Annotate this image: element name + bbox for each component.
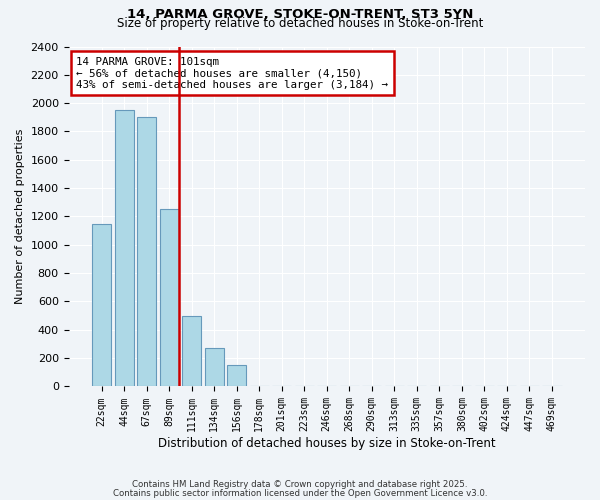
Bar	[182, 316, 201, 386]
Text: Size of property relative to detached houses in Stoke-on-Trent: Size of property relative to detached ho…	[117, 18, 483, 30]
Bar	[227, 365, 246, 386]
Text: Contains public sector information licensed under the Open Government Licence v3: Contains public sector information licen…	[113, 488, 487, 498]
Bar	[205, 348, 224, 387]
Y-axis label: Number of detached properties: Number of detached properties	[15, 129, 25, 304]
Text: Contains HM Land Registry data © Crown copyright and database right 2025.: Contains HM Land Registry data © Crown c…	[132, 480, 468, 489]
Text: 14 PARMA GROVE: 101sqm
← 56% of detached houses are smaller (4,150)
43% of semi-: 14 PARMA GROVE: 101sqm ← 56% of detached…	[76, 56, 388, 90]
Bar	[137, 118, 156, 386]
Text: 14, PARMA GROVE, STOKE-ON-TRENT, ST3 5YN: 14, PARMA GROVE, STOKE-ON-TRENT, ST3 5YN	[127, 8, 473, 20]
Bar	[160, 210, 179, 386]
Bar	[115, 110, 134, 386]
Bar	[92, 224, 111, 386]
X-axis label: Distribution of detached houses by size in Stoke-on-Trent: Distribution of detached houses by size …	[158, 437, 496, 450]
